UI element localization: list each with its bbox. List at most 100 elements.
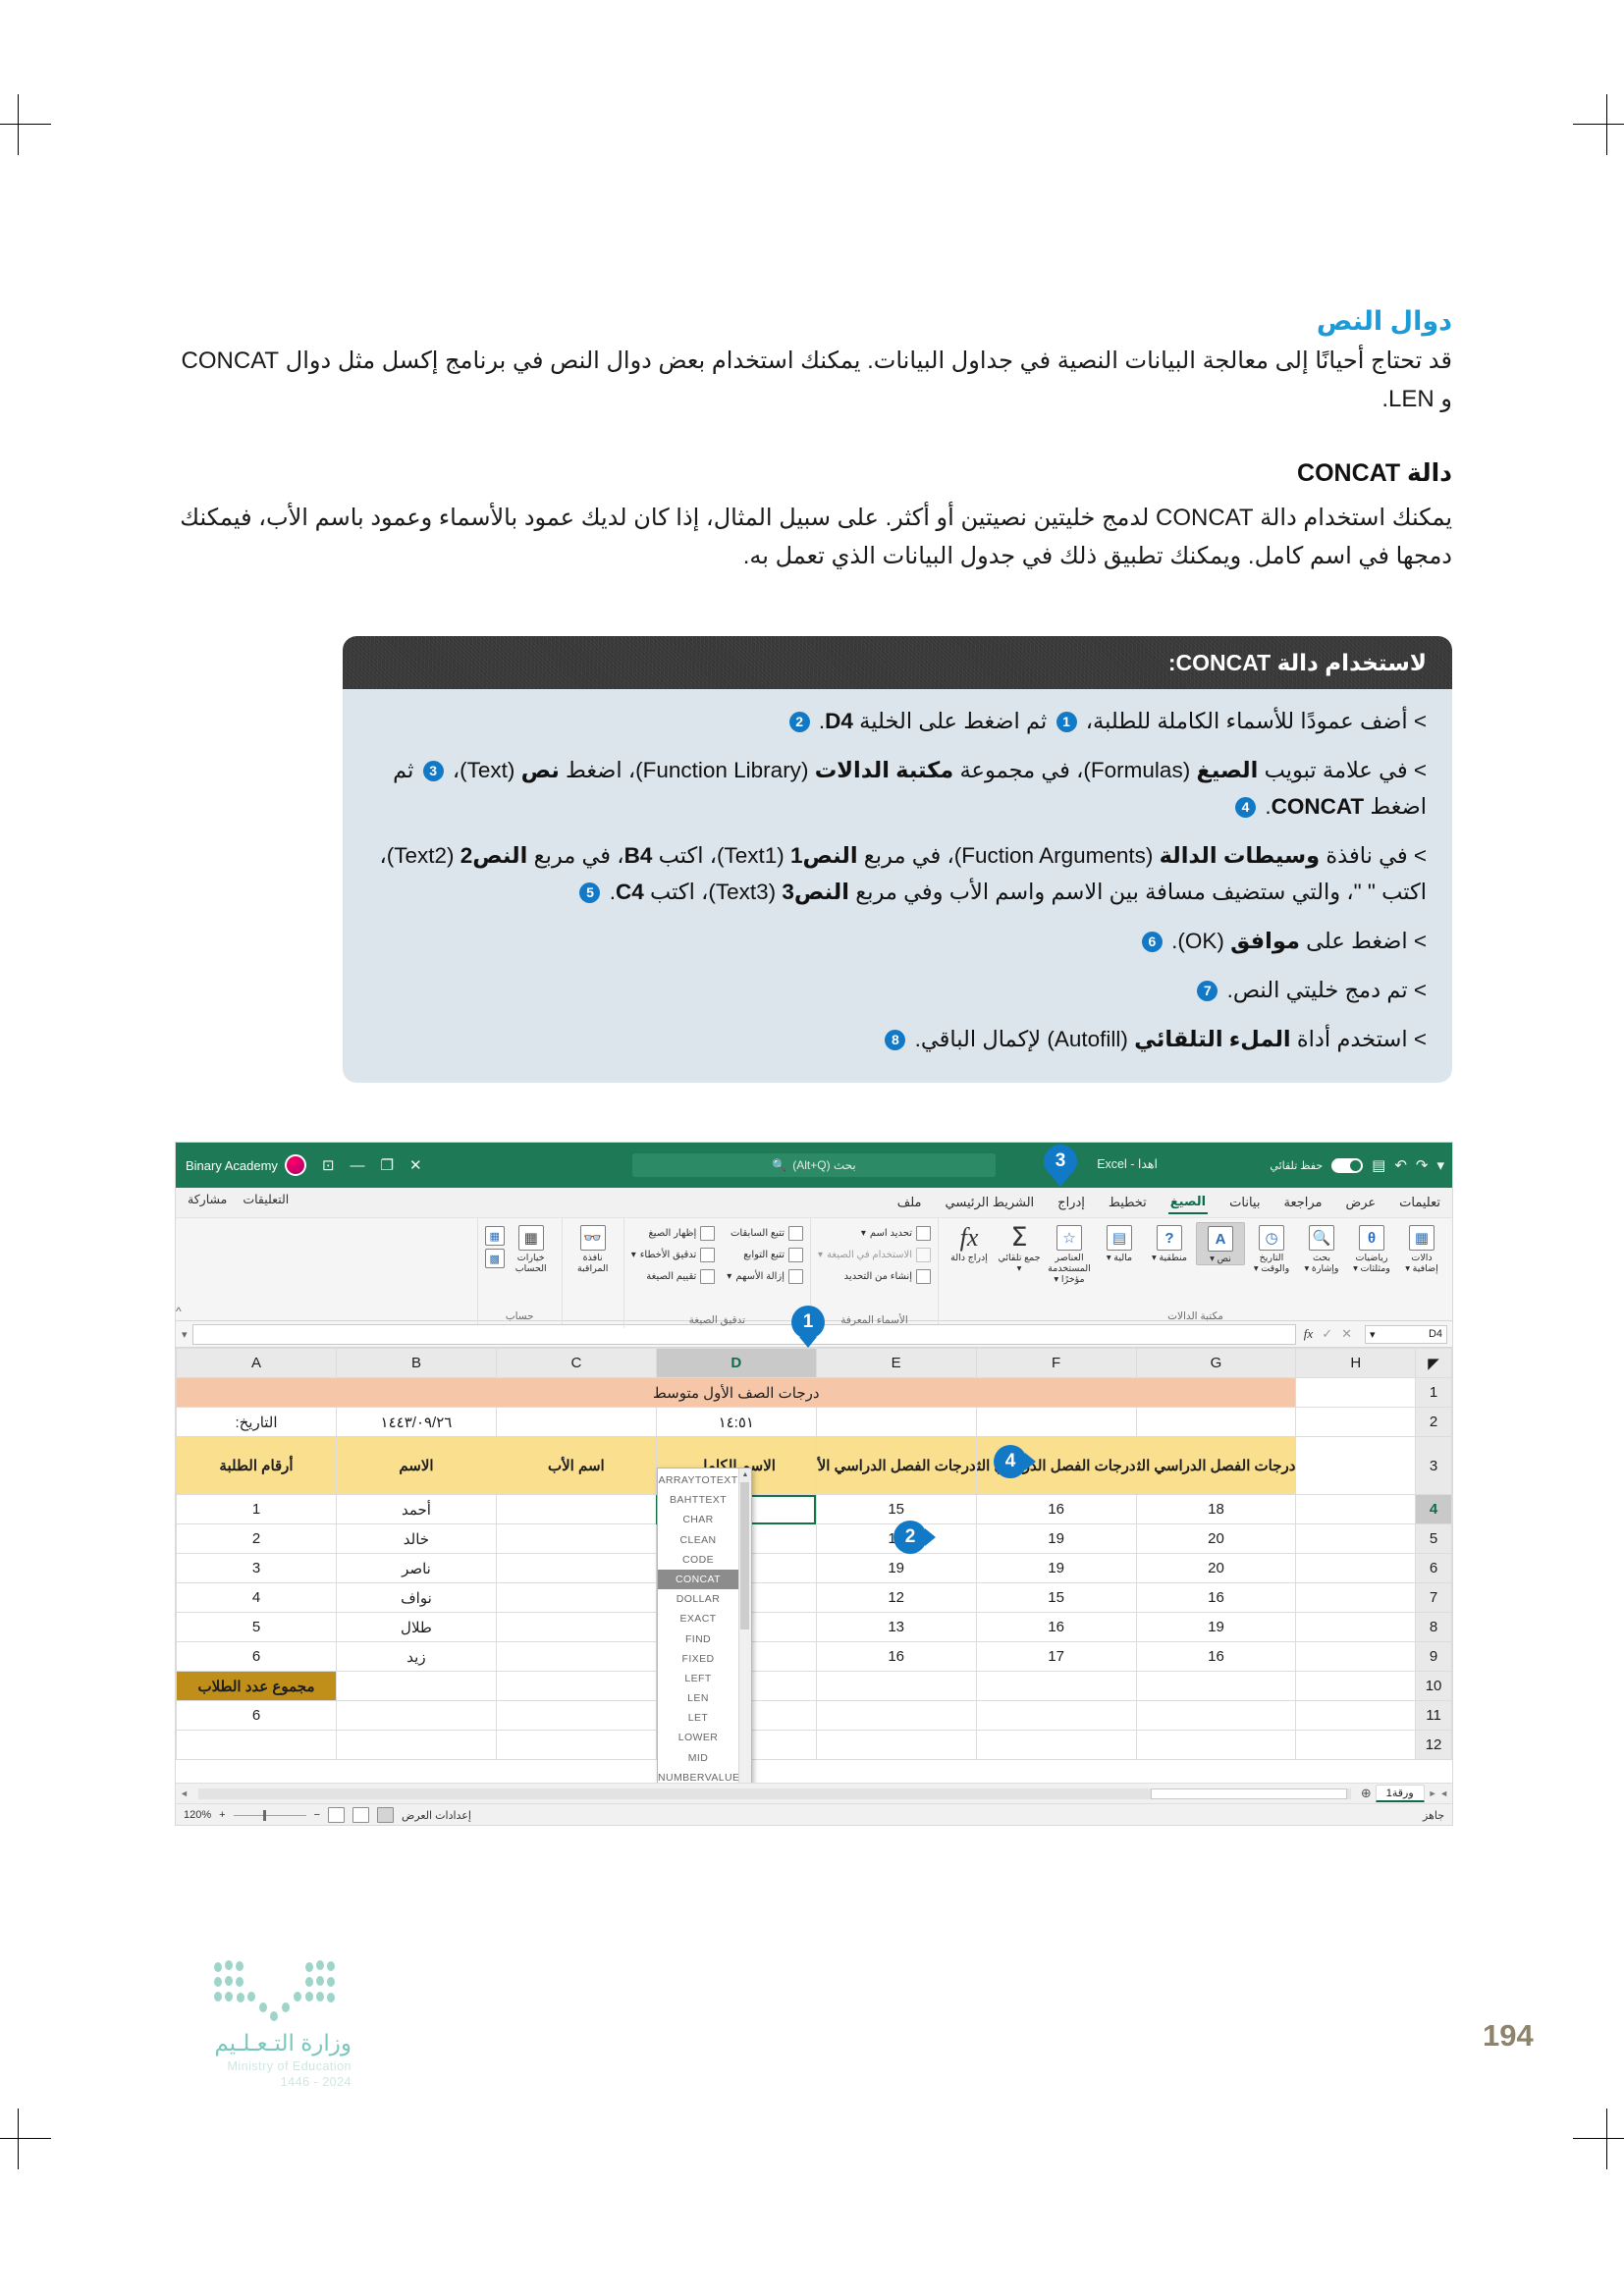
row-header-10[interactable]: 10 bbox=[1415, 1671, 1452, 1701]
cell-H9[interactable] bbox=[1295, 1641, 1417, 1672]
column-header-C[interactable]: C bbox=[495, 1348, 657, 1378]
function-menu-item-EXACT[interactable]: EXACT bbox=[679, 1613, 717, 1626]
defined-names-items[interactable]: تحديد اسم ▾ الاستخدام في الصيغة ▾ إنشاء من… bbox=[818, 1226, 931, 1314]
row-header-6[interactable]: 6 bbox=[1415, 1553, 1452, 1583]
cell-G12[interactable] bbox=[1135, 1730, 1297, 1760]
show-formulas-button[interactable]: إظهار الصيغ bbox=[631, 1226, 716, 1241]
scroll-left-icon[interactable]: ◄ bbox=[180, 1789, 189, 1798]
add-sheet-icon[interactable]: ⊕ bbox=[1360, 1786, 1372, 1800]
ribbon-tab-إدراج[interactable]: إدراج bbox=[1057, 1195, 1085, 1209]
sheet-tab-sheet1[interactable]: ورقة1 bbox=[1375, 1785, 1425, 1802]
create-from-selection-button[interactable]: إنشاء من التحديد bbox=[844, 1269, 931, 1284]
cell-G6[interactable]: 20 bbox=[1135, 1553, 1297, 1583]
cancel-icon[interactable]: ✕ bbox=[1341, 1326, 1352, 1341]
function-menu-item-MID[interactable]: MID bbox=[687, 1751, 709, 1764]
cell-A11-total-value[interactable]: 6 bbox=[176, 1700, 337, 1731]
sheet-table[interactable]: ◤ H G F E D C B A 1 درجات الصف الأول متوسط 2 ١٤:٥١ ١٤… bbox=[176, 1348, 1452, 1760]
ribbon-button-fx[interactable]: fx إدراج دالة bbox=[946, 1222, 993, 1264]
sheet-nav-icons[interactable]: ◄ ► bbox=[1428, 1789, 1448, 1798]
cell-C5[interactable] bbox=[495, 1523, 657, 1554]
cell-C4[interactable] bbox=[495, 1494, 657, 1524]
sheet-tab-bar[interactable]: ◄ ► ورقة1 ⊕ ◄ bbox=[176, 1783, 1452, 1803]
use-in-formula-button[interactable]: الاستخدام في الصيغة ▾ bbox=[818, 1248, 931, 1262]
cell-C8[interactable] bbox=[495, 1612, 657, 1642]
cell-C11[interactable] bbox=[495, 1700, 657, 1731]
cell-H8[interactable] bbox=[1295, 1612, 1417, 1642]
cell-H3[interactable] bbox=[1295, 1436, 1417, 1495]
cell-A10-total-label[interactable]: مجموع عدد الطلاب bbox=[176, 1671, 337, 1701]
share-button[interactable]: مشاركة bbox=[188, 1193, 228, 1206]
cell-E2[interactable] bbox=[815, 1407, 977, 1437]
text-functions-dropdown[interactable]: ARRAYTOTEXT BAHTTEXT CHAR CLEAN CODE CONCAT DO… bbox=[657, 1468, 752, 1783]
define-name-button[interactable]: تحديد اسم ▾ bbox=[861, 1226, 931, 1241]
ribbon-button-coins[interactable]: ▤ مالية ▾ bbox=[1096, 1222, 1143, 1263]
error-checking-button[interactable]: تدقيق الأخطاء ▾ bbox=[631, 1248, 716, 1262]
ribbon-display-icon[interactable]: ⊡ bbox=[321, 1157, 335, 1174]
cell-E8[interactable]: 13 bbox=[815, 1612, 977, 1642]
remove-arrows-button[interactable]: إزالة الأسهم ▾ bbox=[727, 1269, 804, 1284]
cell-A8[interactable]: 5 bbox=[176, 1612, 337, 1642]
ribbon-button-clock-star[interactable]: ☆ العناصر المستخدمة مؤخرًا ▾ bbox=[1046, 1222, 1093, 1285]
calc-now-icon[interactable]: ▦ bbox=[484, 1226, 505, 1246]
cell-G3-header[interactable]: درجات الفصل الدراسي الثالث bbox=[1135, 1436, 1297, 1495]
cell-G7[interactable]: 16 bbox=[1135, 1582, 1297, 1613]
select-all-corner[interactable]: ◤ bbox=[1415, 1348, 1452, 1378]
cell-F7[interactable]: 15 bbox=[975, 1582, 1137, 1613]
cell-A12[interactable] bbox=[176, 1730, 337, 1760]
ribbon-tab-بيانات[interactable]: بيانات bbox=[1229, 1195, 1261, 1209]
ribbon-button-text-A[interactable]: A نص ▾ bbox=[1196, 1222, 1245, 1265]
cell-G10[interactable] bbox=[1135, 1671, 1297, 1701]
cell-B2-date[interactable]: ١٤٤٣/٠٩/٢٦ bbox=[336, 1407, 497, 1437]
cell-A4[interactable]: 1 bbox=[176, 1494, 337, 1524]
ribbon-tab-عرض[interactable]: عرض bbox=[1345, 1195, 1377, 1209]
row-header-2[interactable]: 2 bbox=[1415, 1407, 1452, 1437]
column-header-D[interactable]: D bbox=[655, 1348, 817, 1378]
cell-D2-time[interactable]: ١٤:٥١ bbox=[655, 1407, 817, 1437]
cell-C6[interactable] bbox=[495, 1553, 657, 1583]
zoom-out-icon[interactable]: − bbox=[313, 1809, 321, 1821]
horizontal-scrollbar[interactable] bbox=[197, 1788, 1351, 1799]
cell-C10[interactable] bbox=[495, 1671, 657, 1701]
column-header-A[interactable]: A bbox=[176, 1348, 337, 1378]
calculation-items[interactable]: ▦ خيارات الحساب ▦ ▩ bbox=[484, 1222, 555, 1310]
function-menu-item-DOLLAR[interactable]: DOLLAR bbox=[676, 1593, 721, 1606]
cell-G11[interactable] bbox=[1135, 1700, 1297, 1731]
cell-H11[interactable] bbox=[1295, 1700, 1417, 1731]
cell-A9[interactable]: 6 bbox=[176, 1641, 337, 1672]
cell-G4[interactable]: 18 bbox=[1135, 1494, 1297, 1524]
cell-F8[interactable]: 16 bbox=[975, 1612, 1137, 1642]
zoom-in-icon[interactable]: + bbox=[219, 1809, 226, 1821]
function-library-buttons[interactable]: ▦ دالات إضافية ▾ θ رياضيات ومثلثات ▾ 🔍 بحث وإ… bbox=[946, 1222, 1445, 1310]
cell-C12[interactable] bbox=[495, 1730, 657, 1760]
search-input[interactable]: بحث (Alt+Q) 🔍 bbox=[632, 1153, 996, 1177]
function-menu-item-LET[interactable]: LET bbox=[687, 1712, 709, 1725]
cell-A7[interactable]: 4 bbox=[176, 1582, 337, 1613]
function-list-scrollbar[interactable]: ▲ ▼ bbox=[738, 1468, 751, 1783]
cell-B8[interactable]: طلال bbox=[336, 1612, 497, 1642]
cell-B7[interactable]: نواف bbox=[336, 1582, 497, 1613]
ribbon-button-more-functions[interactable]: ▦ دالات إضافية ▾ bbox=[1398, 1222, 1445, 1274]
column-header-H[interactable]: H bbox=[1295, 1348, 1417, 1378]
page-layout-view-icon[interactable] bbox=[352, 1807, 370, 1823]
autosave-toggle[interactable] bbox=[1331, 1157, 1364, 1173]
save-icon[interactable]: ▤ bbox=[1372, 1157, 1386, 1174]
cell-A5[interactable]: 2 bbox=[176, 1523, 337, 1554]
trace-precedents-button[interactable]: تتبع السابقات bbox=[727, 1226, 804, 1241]
ribbon-tab-strip[interactable]: تعليمات عرض مراجعة بيانات الصيغ تخطيط إدراج الش… bbox=[176, 1188, 1452, 1218]
cell-H4[interactable] bbox=[1295, 1494, 1417, 1524]
comments-button[interactable]: التعليقات bbox=[243, 1193, 290, 1206]
function-menu-item-CHAR[interactable]: CHAR bbox=[682, 1514, 714, 1526]
row-header-12[interactable]: 12 bbox=[1415, 1730, 1452, 1760]
cell-E7[interactable]: 12 bbox=[815, 1582, 977, 1613]
cell-H7[interactable] bbox=[1295, 1582, 1417, 1613]
ribbon-button-math[interactable]: θ رياضيات ومثلثات ▾ bbox=[1348, 1222, 1395, 1274]
watch-window-items[interactable]: 👓 نافذة المراقبة bbox=[569, 1222, 617, 1322]
watch-window-button[interactable]: 👓 نافذة المراقبة bbox=[569, 1222, 617, 1274]
cell-G9[interactable]: 16 bbox=[1135, 1641, 1297, 1672]
zoom-slider[interactable] bbox=[233, 1809, 306, 1821]
quick-access-toolbar[interactable]: ▾ ↷ ↶ ▤ حفظ تلقائي bbox=[1270, 1143, 1444, 1188]
cell-A3-header[interactable]: أرقام الطلبة bbox=[176, 1436, 337, 1495]
name-box[interactable]: D4 ▾ bbox=[1365, 1324, 1447, 1344]
column-header-E[interactable]: E bbox=[815, 1348, 977, 1378]
cell-F12[interactable] bbox=[975, 1730, 1137, 1760]
